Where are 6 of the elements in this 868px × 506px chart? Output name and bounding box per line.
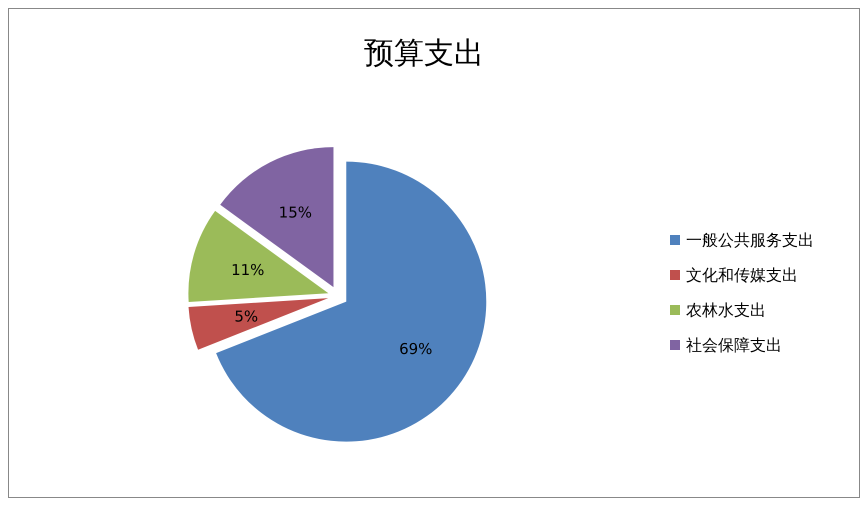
data-label: 11% (231, 260, 264, 279)
data-label: 15% (278, 203, 312, 222)
data-label: 69% (399, 340, 432, 358)
chart-title: 预算支出 (364, 36, 484, 71)
data-label: 5% (234, 308, 258, 326)
legend-label: 农林水支出 (686, 300, 766, 320)
